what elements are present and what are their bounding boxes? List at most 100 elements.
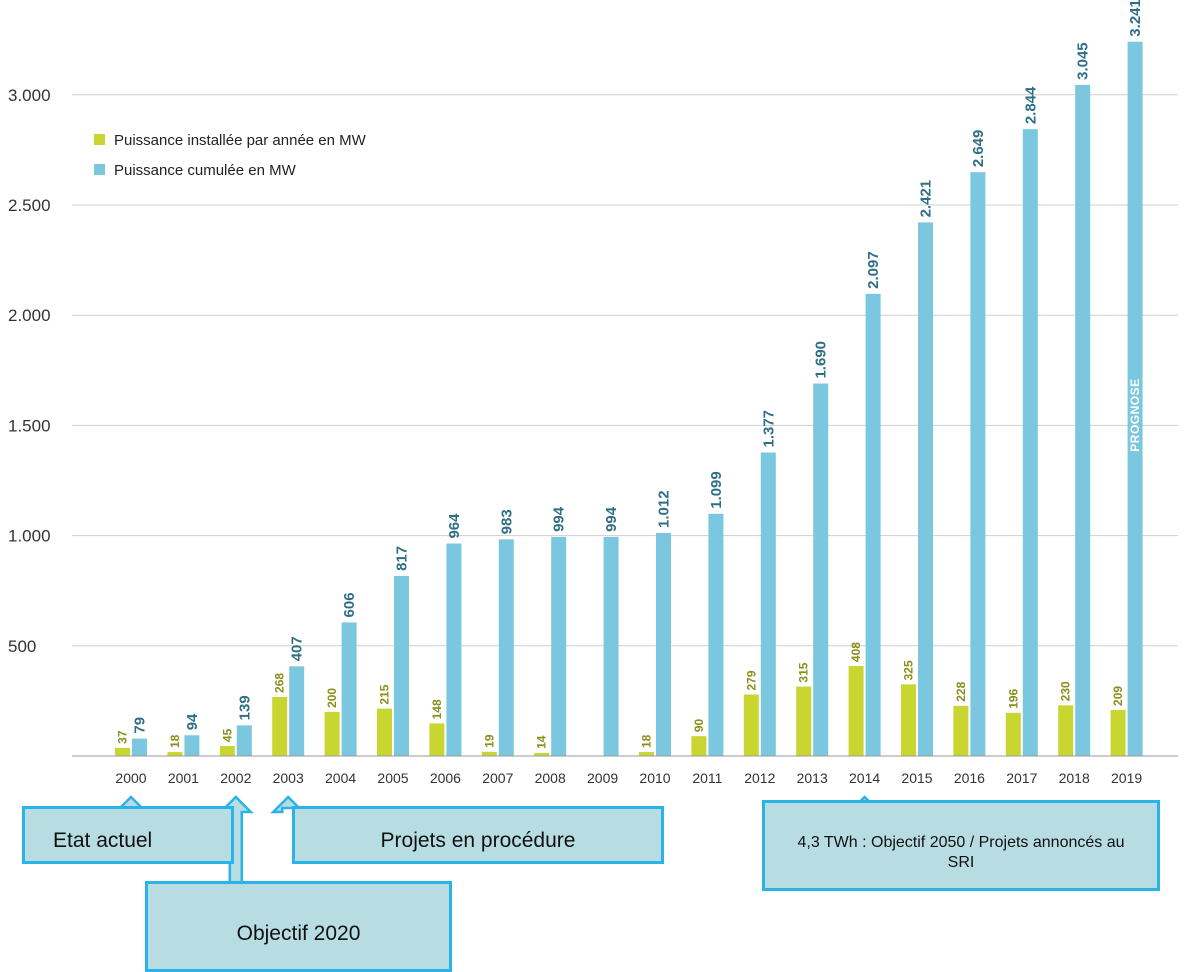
data-label-installee-2000: 37 [116,730,130,744]
data-label-cumulee-2007: 983 [498,509,515,534]
y-tick-label: 2.000 [8,306,51,325]
data-label-installee-2017: 196 [1006,688,1020,708]
data-label-cumulee-2001: 94 [184,713,201,730]
bar-cumulee-2004 [341,622,357,756]
data-label-installee-2015: 325 [902,660,916,680]
bar-cumulee-2017 [1022,129,1038,757]
data-label-installee-2002: 45 [220,728,234,742]
data-label-installee-2013: 315 [797,662,811,682]
data-label-cumulee-2000: 79 [132,717,149,734]
x-tick-label-2006: 2006 [430,770,461,786]
data-label-installee-2019: 209 [1111,686,1125,706]
x-tick-label-2014: 2014 [849,770,880,786]
data-label-installee-2003: 268 [273,673,287,693]
bar-cumulee-2000 [132,738,147,756]
bar-cumulee-2016 [970,172,986,756]
bar-installee-2007 [481,751,497,756]
data-label-cumulee-2006: 964 [446,513,463,539]
data-label-installee-2010: 18 [640,734,654,748]
x-tick-label-2003: 2003 [273,770,304,786]
data-label-cumulee-2017: 2.844 [1022,86,1039,124]
data-labels: 3779189445139268407200606215817148964199… [116,0,1145,749]
x-tick-label-2016: 2016 [954,770,985,786]
legend-swatch-installee [94,134,105,145]
data-label-installee-2011: 90 [692,718,706,732]
bar-installee-2000 [115,747,130,756]
x-tick-label-2011: 2011 [692,770,722,786]
callout-projets-text: Projets en procédure [380,829,576,852]
bar-cumulee-2002 [236,725,252,756]
callout-etat-actuel-text: Etat actuel [53,829,153,852]
bar-cumulee-2014 [865,293,881,756]
data-label-cumulee-2009: 994 [603,506,620,532]
x-tick-label-2009: 2009 [587,770,618,786]
callout-objectif-2050-text: 4,3 TWh : Objectif 2050 / Projets annonc… [797,834,1125,871]
legend-swatch-cumulee [94,164,105,175]
data-label-cumulee-2005: 817 [394,546,411,571]
grid [72,94,1178,647]
y-tick-label: 1.000 [8,527,51,546]
bar-installee-2010 [639,752,654,756]
data-label-installee-2006: 148 [430,699,444,719]
bar-installee-2013 [796,686,812,756]
data-label-cumulee-2016: 2.649 [970,130,987,168]
callout-objectif-2020: Objectif 2020 [145,881,452,972]
bar-installee-2003 [272,696,288,756]
bar-installee-2012 [743,694,759,756]
y-tick-label: 3.000 [8,86,51,105]
data-label-cumulee-2010: 1.012 [656,490,673,528]
bar-cumulee-2009 [603,536,619,756]
data-label-installee-2005: 215 [378,684,392,704]
x-tick-label-2001: 2001 [168,770,199,786]
bar-cumulee-2003 [289,666,305,756]
data-label-cumulee-2004: 606 [341,592,358,617]
x-tick-label-2002: 2002 [220,770,251,786]
bar-cumulee-2011 [708,513,724,756]
bar-cumulee-2005 [394,575,409,756]
bar-cumulee-2007 [498,539,514,756]
data-label-installee-2007: 19 [482,734,496,748]
bar-installee-2016 [953,705,969,756]
bar-installee-2015 [901,684,916,756]
legend-label-installee: Puissance installée par année en MW [114,132,367,149]
bar-installee-2004 [324,711,340,756]
y-tick-label: 500 [8,637,36,656]
data-label-installee-2004: 200 [325,688,339,708]
bar-cumulee-2010 [656,532,671,756]
x-tick-label-2007: 2007 [482,770,513,786]
bar-installee-2005 [377,708,392,756]
legend: Puissance installée par année en MW Puis… [94,132,367,179]
x-tick-label-2019: 2019 [1111,770,1142,786]
data-label-cumulee-2015: 2.421 [918,180,935,218]
x-tick-label-2004: 2004 [325,770,356,786]
bar-installee-2006 [429,723,445,756]
bar-cumulee-2006 [446,543,462,756]
x-tick-label-2008: 2008 [535,770,566,786]
bar-installee-2011 [691,736,707,756]
bar-cumulee-2019 [1127,41,1143,757]
bar-installee-2017 [1005,712,1021,756]
bar-cumulee-2013 [813,383,829,756]
data-label-installee-2014: 408 [849,642,863,662]
y-tick-label: 1.500 [8,416,51,435]
data-label-cumulee-2008: 994 [551,506,568,532]
x-tick-label-2000: 2000 [115,770,146,786]
data-label-cumulee-2019: 3.241 [1127,0,1144,37]
bar-cumulee-2001 [184,735,200,756]
bar-cumulee-2008 [551,536,567,756]
data-label-installee-2016: 228 [954,681,968,701]
bar-installee-2014 [848,666,864,756]
bar-cumulee-2015 [918,222,933,756]
bar-cumulee-2018 [1075,84,1091,756]
data-label-installee-2001: 18 [168,734,182,748]
bar-installee-2002 [219,746,235,756]
x-tick-label-2018: 2018 [1059,770,1090,786]
bar-installee-2008 [534,752,550,756]
callout-objectif-2050: 4,3 TWh : Objectif 2050 / Projets annonc… [762,800,1160,891]
x-tick-label-2010: 2010 [639,770,670,786]
data-label-cumulee-2014: 2.097 [865,251,882,289]
x-tick-label-2017: 2017 [1006,770,1037,786]
bar-installee-2018 [1058,705,1074,756]
